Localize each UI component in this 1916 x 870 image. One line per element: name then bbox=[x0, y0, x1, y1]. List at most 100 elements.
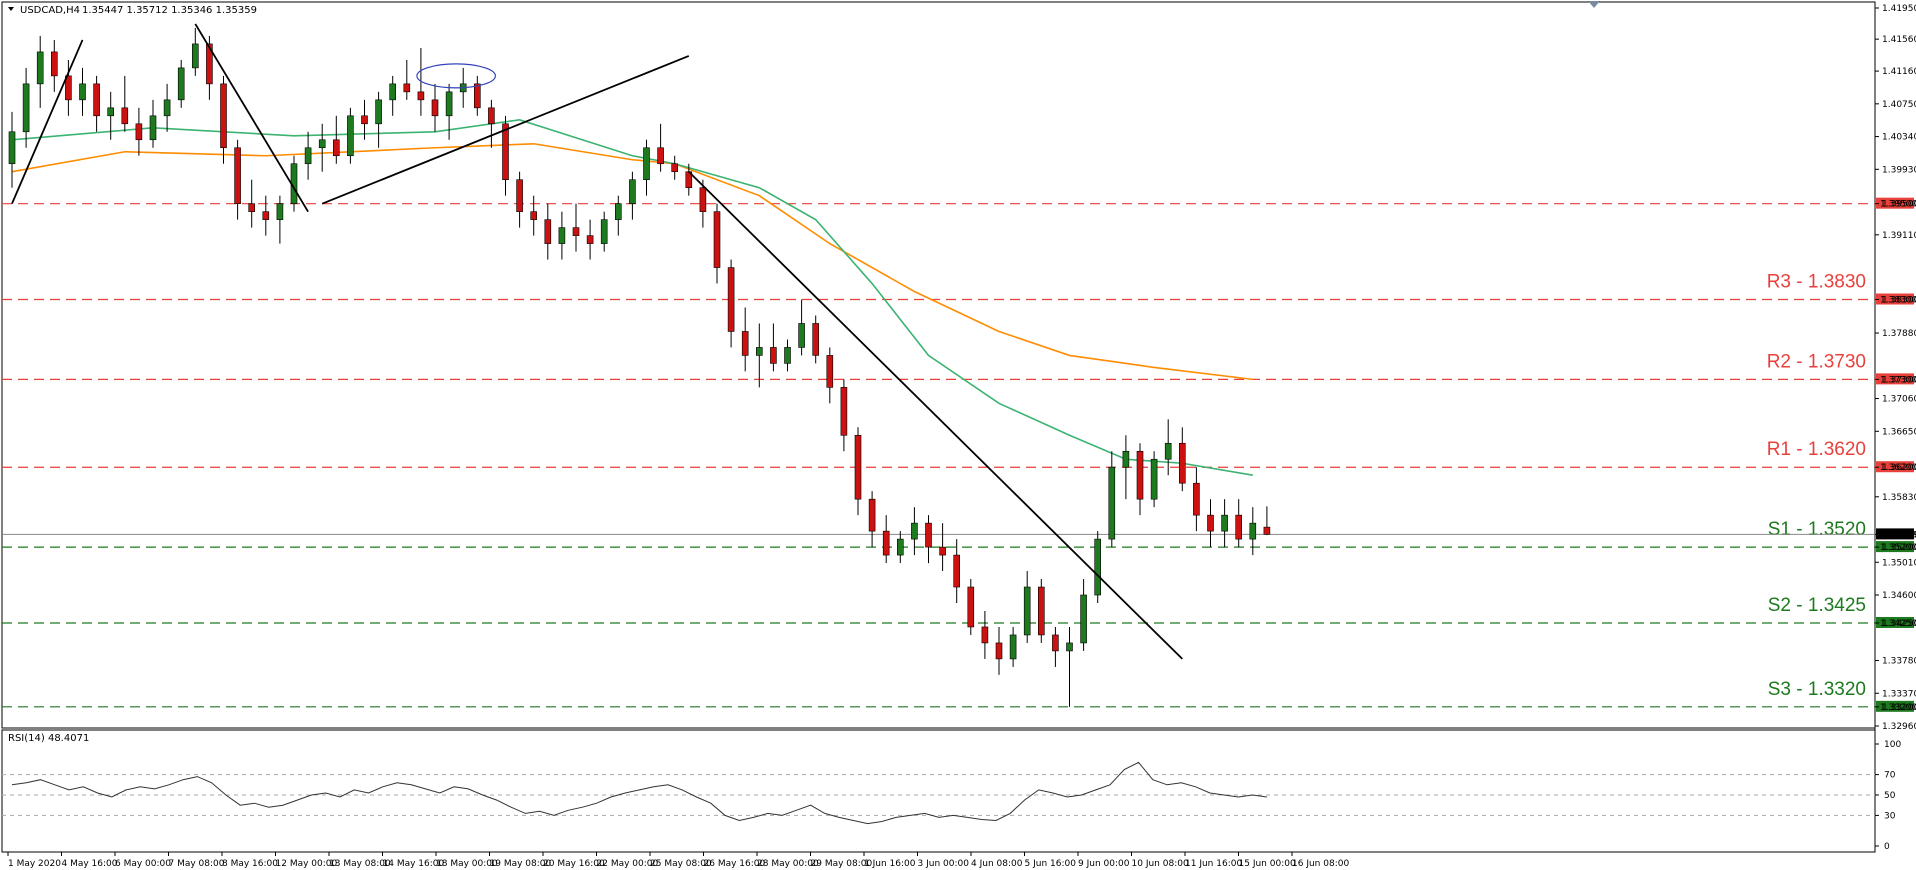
candle-body bbox=[1080, 594, 1087, 644]
price-axis-ticks: 1.41950 1.41560 1.41160 1.40750 1.40340 1.399… bbox=[1875, 4, 1916, 732]
trendline[interactable] bbox=[321, 55, 690, 205]
candle-body bbox=[248, 203, 255, 212]
candle-body bbox=[1221, 514, 1228, 532]
price-tick-label: 1.33200 bbox=[1882, 703, 1916, 713]
candle-body bbox=[925, 522, 932, 548]
time-tick-label: 14 May 16:00 bbox=[383, 859, 445, 869]
candle-body bbox=[643, 147, 650, 181]
highlight-ellipse[interactable] bbox=[416, 63, 496, 89]
candle-body bbox=[473, 83, 481, 109]
trendline[interactable] bbox=[11, 39, 84, 205]
time-tick-label: 11 Jun 16:00 bbox=[1185, 859, 1242, 869]
time-tick-label: 10 Jun 08:00 bbox=[1132, 859, 1189, 869]
candle-body bbox=[953, 554, 961, 588]
level-price-tag-label: 1.39500 bbox=[1880, 200, 1916, 210]
candle-body bbox=[896, 538, 904, 556]
time-tick-label: 28 May 00:00 bbox=[757, 859, 819, 869]
price-tick-label: 1.35830 bbox=[1882, 493, 1916, 503]
level-label: R1 - 1.3620 bbox=[1767, 439, 1866, 460]
candle-body bbox=[417, 91, 425, 101]
price-tick-label: 1.35010 bbox=[1882, 558, 1916, 568]
price-panel-frame bbox=[1, 1, 1876, 729]
candle-body bbox=[586, 235, 594, 244]
candle-body bbox=[826, 355, 834, 388]
candle-body bbox=[713, 211, 721, 268]
price-tick-label: 1.40340 bbox=[1882, 133, 1916, 143]
rsi-layer: 100 70 50 30 0 bbox=[2, 740, 1901, 852]
trendline[interactable] bbox=[194, 23, 309, 213]
candle-body bbox=[192, 43, 199, 69]
candle-body bbox=[1122, 450, 1130, 468]
shift-marker-icon[interactable] bbox=[1588, 1, 1600, 8]
candle-body bbox=[727, 267, 735, 332]
candle-body bbox=[544, 219, 552, 244]
candle-body bbox=[882, 530, 890, 556]
time-tick-label: 3 Jun 00:00 bbox=[918, 859, 970, 869]
candle-body bbox=[431, 99, 439, 117]
time-tick-label: 9 Jun 00:00 bbox=[1078, 859, 1130, 869]
candle-body bbox=[671, 163, 679, 173]
candle-body bbox=[1164, 442, 1172, 460]
candle-body bbox=[911, 522, 918, 540]
level-price-tag bbox=[1876, 700, 1914, 712]
candle-body bbox=[121, 107, 129, 125]
time-tick-label: 26 May 16:00 bbox=[704, 859, 766, 869]
rsi-tick-label: 30 bbox=[1884, 811, 1896, 821]
level-label: R3 - 1.3830 bbox=[1767, 272, 1866, 293]
candle-body bbox=[1136, 450, 1144, 500]
price-tick-label: 1.41560 bbox=[1882, 35, 1916, 45]
time-tick-label: 16 Jun 08:00 bbox=[1292, 859, 1349, 869]
candle-body bbox=[629, 179, 636, 204]
candle-body bbox=[488, 107, 495, 125]
candle-body bbox=[572, 227, 580, 236]
level-price-tag bbox=[1876, 616, 1914, 628]
trendline[interactable] bbox=[688, 171, 1183, 660]
candle-body bbox=[79, 83, 86, 101]
price-tick-label: 1.34250 bbox=[1882, 619, 1916, 629]
candle-body bbox=[234, 147, 241, 204]
candle-body bbox=[1193, 482, 1200, 516]
level-price-tag-label: 1.36200 bbox=[1880, 463, 1916, 473]
candle-body bbox=[135, 123, 143, 141]
price-tick-label: 1.39500 bbox=[1882, 200, 1916, 210]
price-tick-label: 1.39930 bbox=[1882, 165, 1916, 175]
candle-body bbox=[276, 203, 284, 220]
time-tick-label: 19 May 08:00 bbox=[490, 859, 552, 869]
level-label: R2 - 1.3730 bbox=[1767, 351, 1866, 372]
price-tick-label: 1.36200 bbox=[1882, 463, 1916, 473]
rsi-panel-frame bbox=[1, 729, 1876, 853]
candle-body bbox=[981, 626, 989, 644]
candle-body bbox=[206, 43, 213, 85]
time-tick-label: 6 May 00:00 bbox=[115, 859, 171, 869]
candle-body bbox=[1023, 586, 1031, 636]
price-tick-label: 1.33780 bbox=[1882, 657, 1916, 667]
level-price-tag bbox=[1876, 541, 1914, 553]
rsi-tick-label: 50 bbox=[1884, 791, 1896, 801]
candle-body bbox=[784, 347, 791, 364]
dropdown-triangle-icon[interactable] bbox=[8, 7, 14, 11]
time-tick-label: 7 May 08:00 bbox=[169, 859, 225, 869]
time-tick-label: 13 May 08:00 bbox=[329, 859, 391, 869]
price-tick-label: 1.38300 bbox=[1882, 296, 1916, 306]
time-tick-label: 12 May 00:00 bbox=[276, 859, 338, 869]
candle-body bbox=[840, 387, 848, 436]
candle-body bbox=[868, 498, 876, 532]
candle-body bbox=[347, 115, 354, 157]
candle-body bbox=[8, 131, 16, 165]
candle-body bbox=[332, 139, 340, 157]
candle-body bbox=[304, 147, 312, 165]
candle-body bbox=[657, 147, 664, 165]
candle-body bbox=[36, 51, 44, 85]
rsi-tick-label: 0 bbox=[1884, 842, 1890, 852]
time-tick-label: 18 May 00:00 bbox=[436, 859, 498, 869]
candle-body bbox=[1207, 514, 1214, 532]
time-tick-label: 1 May 2020 bbox=[8, 859, 61, 869]
candle-body bbox=[220, 83, 227, 149]
candle-body bbox=[445, 91, 453, 117]
level-label: S2 - 1.3425 bbox=[1768, 595, 1866, 616]
levels-layer: R3 - 1.3830 1.38300 R2 - 1.3730 1.37300 R1 -… bbox=[2, 197, 1916, 713]
candle-body bbox=[600, 219, 608, 244]
candle-body bbox=[939, 546, 946, 556]
candle-body bbox=[375, 99, 382, 125]
